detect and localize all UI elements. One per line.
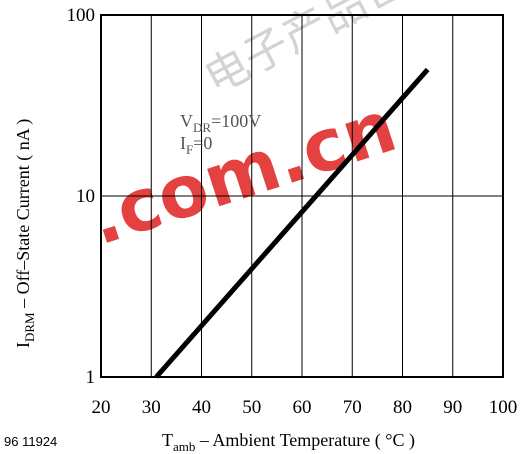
y-tick-label: 1 — [86, 367, 96, 388]
y-tick-label: 100 — [67, 5, 96, 26]
x-tick-label: 50 — [242, 397, 261, 418]
x-tick-label: 60 — [293, 397, 312, 418]
plot-frame — [100, 14, 504, 378]
x-tick-label: 20 — [92, 397, 111, 418]
y-axis-label: IDRM – Off–State Current ( nA ) — [13, 119, 37, 348]
x-axis-label: Tamb – Ambient Temperature ( °C ) — [162, 430, 415, 454]
x-tick-label: 90 — [443, 397, 462, 418]
y-tick-labels: 1 10 100 — [67, 5, 96, 388]
figure-id: 96 11924 — [4, 434, 57, 449]
series-layer — [154, 67, 430, 379]
annotation-vdr: VDR=100V — [180, 111, 261, 135]
x-tick-labels: 20 30 40 50 60 70 80 90 100 — [92, 397, 518, 418]
watermark: 电子产品世界 .com.cn — [79, 0, 453, 261]
x-tick-label: 30 — [142, 397, 161, 418]
x-tick-label: 100 — [489, 397, 518, 418]
y-tick-label: 10 — [76, 186, 95, 207]
series-line — [154, 67, 430, 379]
grid — [101, 15, 503, 377]
x-tick-label: 80 — [393, 397, 412, 418]
x-tick-label: 40 — [192, 397, 211, 418]
annotation-if: IF=0 — [180, 133, 212, 157]
x-tick-label: 70 — [343, 397, 362, 418]
